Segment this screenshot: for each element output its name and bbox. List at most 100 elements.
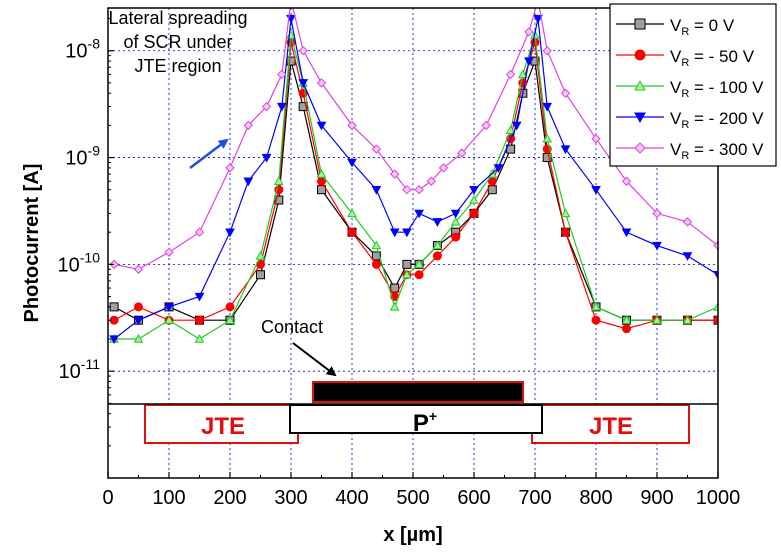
- data-point: [277, 69, 287, 80]
- data-point: [438, 163, 449, 173]
- legend-marker: [634, 142, 646, 154]
- data-point: [469, 195, 479, 204]
- data-point: [134, 302, 143, 312]
- data-point: [274, 195, 284, 205]
- legend-entry-prefix: V: [670, 109, 682, 128]
- legend-marker: [634, 49, 646, 61]
- data-point: [389, 169, 400, 179]
- legend-entry-sub: R: [681, 26, 689, 38]
- series-group: [109, 30, 718, 343]
- data-point: [109, 335, 119, 345]
- legend-entry-prefix: V: [670, 47, 682, 66]
- data-point: [621, 228, 632, 238]
- data-point: [287, 0, 295, 4]
- annotation-lateral: Lateral spreading of SCR under JTE regio…: [108, 8, 248, 169]
- data-point: [713, 301, 718, 311]
- data-point: [133, 316, 144, 326]
- annotation-contact: Contact: [261, 317, 337, 377]
- legend-entry-prefix: V: [670, 16, 682, 35]
- pplus-label: P+: [413, 408, 437, 437]
- series-layer: [109, 0, 718, 345]
- data-point: [347, 227, 357, 237]
- data-point: [347, 120, 357, 131]
- data-point: [432, 240, 443, 250]
- legend-entry: VR = - 100 V: [670, 78, 764, 100]
- data-point: [469, 208, 479, 218]
- data-point: [561, 227, 570, 237]
- pplus-base: P: [413, 410, 429, 437]
- data-point: [450, 209, 461, 219]
- legend-marker: [634, 112, 646, 124]
- legend: VR = 0 VVR = - 50 VVR = - 100 VVR = - 20…: [609, 3, 777, 167]
- legend-entry-sub: R: [681, 119, 689, 131]
- y-tick-label: 10-8: [65, 36, 100, 63]
- data-point: [109, 259, 119, 270]
- data-point: [109, 302, 119, 312]
- data-point: [243, 177, 254, 187]
- data-point: [524, 27, 534, 37]
- data-point: [194, 333, 205, 343]
- jte-right-label: JTE: [589, 413, 633, 440]
- data-point: [261, 153, 272, 163]
- data-point: [451, 232, 461, 242]
- data-point: [414, 209, 424, 219]
- legend-entry: VR = - 300 V: [670, 140, 764, 162]
- data-point: [652, 315, 662, 324]
- legend-entry-suffix: = - 50 V: [689, 47, 754, 66]
- device-structure: JTE JTE P+: [144, 381, 690, 444]
- data-point: [542, 102, 553, 112]
- data-point: [243, 120, 254, 131]
- y-tick-exponent: -11: [81, 356, 100, 372]
- y-tick-base: 10: [58, 254, 80, 276]
- data-point: [481, 120, 491, 131]
- data-point: [542, 133, 553, 143]
- data-point: [591, 134, 601, 144]
- legend-entry-suffix: = - 300 V: [689, 140, 764, 159]
- data-point: [347, 158, 357, 168]
- data-point: [713, 315, 718, 325]
- data-point: [194, 227, 205, 237]
- data-point: [194, 292, 205, 302]
- data-point: [432, 218, 443, 227]
- data-point: [533, 14, 543, 24]
- data-point: [371, 259, 381, 269]
- jte-left-box: [144, 404, 299, 444]
- y-tick-base: 10: [59, 361, 81, 383]
- data-point: [164, 303, 174, 312]
- data-point: [457, 148, 467, 158]
- annotation-lateral-line-3: JTE region: [134, 56, 221, 76]
- data-point: [591, 186, 601, 195]
- data-point: [426, 176, 437, 186]
- x-tick-label: 500: [396, 487, 429, 509]
- data-point: [621, 315, 632, 324]
- data-point: [534, 0, 542, 4]
- data-point: [402, 184, 412, 195]
- legend-entry: VR = - 50 V: [670, 47, 755, 69]
- data-point: [432, 251, 442, 261]
- data-point: [524, 57, 534, 67]
- data-point: [402, 228, 412, 238]
- y-tick-label: 10-11: [59, 356, 101, 383]
- x-axis-title: x [µm]: [383, 524, 442, 546]
- x-axis: 0 100 200 300 400 500 600 700 800 900 1000: [102, 472, 740, 509]
- x-tick-label: 800: [579, 487, 612, 509]
- pplus-sup: +: [429, 408, 437, 424]
- data-point: [225, 163, 235, 173]
- x-tick-label: 100: [152, 487, 185, 509]
- x-tick-label: 700: [518, 487, 551, 509]
- data-point: [316, 121, 327, 131]
- data-point: [133, 333, 144, 343]
- y-tick-label: 10-10: [58, 249, 101, 276]
- x-tick-label: 200: [213, 487, 246, 509]
- data-point: [591, 315, 601, 325]
- jte-left-label: JTE: [201, 413, 245, 440]
- legend-entry: VR = 0 V: [670, 16, 735, 38]
- data-point: [109, 315, 119, 325]
- data-point: [164, 247, 174, 257]
- data-point: [371, 240, 382, 250]
- annotation-contact-arrow: [292, 342, 337, 377]
- pplus-box: [289, 404, 543, 434]
- data-point: [517, 69, 528, 79]
